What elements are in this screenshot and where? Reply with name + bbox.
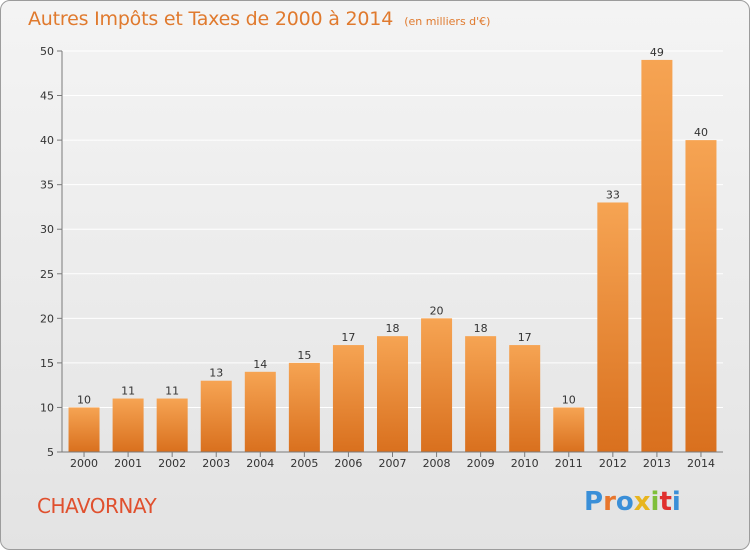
logo-letter: i xyxy=(671,487,681,517)
data-label: 10 xyxy=(562,393,576,406)
x-tick-label: 2006 xyxy=(334,457,362,470)
bar xyxy=(68,407,100,452)
y-tick-label: 10 xyxy=(40,401,54,414)
bar xyxy=(200,380,232,452)
y-tick-label: 5 xyxy=(47,446,54,459)
x-tick-label: 2010 xyxy=(511,457,539,470)
chart-title-row: Autres Impôts et Taxes de 2000 à 2014 (e… xyxy=(28,8,490,30)
data-label: 49 xyxy=(650,46,664,59)
x-tick-label: 2008 xyxy=(423,457,451,470)
bar xyxy=(685,140,717,452)
bar xyxy=(509,345,541,452)
x-tick-label: 2009 xyxy=(467,457,495,470)
y-tick-label: 30 xyxy=(40,223,54,236)
data-label: 18 xyxy=(386,322,400,335)
data-label: 13 xyxy=(209,367,223,380)
bar xyxy=(377,336,408,452)
chart-subtitle: (en milliers d'€) xyxy=(404,15,491,28)
bar xyxy=(465,336,497,452)
data-label: 18 xyxy=(474,322,488,335)
y-tick-label: 20 xyxy=(40,312,54,325)
data-label: 40 xyxy=(694,126,708,139)
x-tick-label: 2002 xyxy=(158,457,186,470)
logo-letter: o xyxy=(615,487,634,517)
bar xyxy=(288,362,320,452)
bar xyxy=(597,202,629,452)
x-tick-label: 2000 xyxy=(70,457,98,470)
data-label: 10 xyxy=(77,393,91,406)
y-tick-label: 40 xyxy=(40,134,54,147)
x-tick-label: 2001 xyxy=(114,457,142,470)
x-tick-label: 2013 xyxy=(643,457,671,470)
bar xyxy=(112,398,144,452)
bar xyxy=(332,345,364,452)
data-label: 17 xyxy=(518,331,532,344)
data-label: 11 xyxy=(121,385,135,398)
proxiti-logo: Proxiti xyxy=(584,487,681,517)
bar xyxy=(421,318,453,452)
data-label: 14 xyxy=(253,358,267,371)
data-label: 20 xyxy=(430,304,444,317)
commune-name: CHAVORNAY xyxy=(37,494,157,518)
logo-letter: t xyxy=(659,487,672,517)
bar xyxy=(553,407,585,452)
logo-letter: P xyxy=(584,487,604,517)
data-label: 11 xyxy=(165,385,179,398)
bar xyxy=(244,371,276,452)
y-tick-label: 15 xyxy=(40,357,54,370)
y-tick-label: 25 xyxy=(40,268,54,281)
bar xyxy=(156,398,188,452)
y-tick-label: 50 xyxy=(40,45,54,58)
x-tick-label: 2014 xyxy=(687,457,715,470)
x-tick-label: 2004 xyxy=(246,457,274,470)
x-tick-label: 2011 xyxy=(555,457,583,470)
logo-letter: r xyxy=(603,487,616,517)
logo-letter: x xyxy=(633,487,651,517)
x-tick-label: 2005 xyxy=(290,457,318,470)
x-tick-label: 2007 xyxy=(379,457,407,470)
y-tick-label: 35 xyxy=(40,179,54,192)
logo-letter: i xyxy=(650,487,660,517)
y-tick-label: 45 xyxy=(40,90,54,103)
x-tick-label: 2003 xyxy=(202,457,230,470)
data-label: 33 xyxy=(606,188,620,201)
bar xyxy=(641,59,673,453)
chart-title: Autres Impôts et Taxes de 2000 à 2014 xyxy=(28,8,394,30)
data-label: 15 xyxy=(297,349,311,362)
x-tick-label: 2012 xyxy=(599,457,627,470)
data-label: 17 xyxy=(341,331,355,344)
